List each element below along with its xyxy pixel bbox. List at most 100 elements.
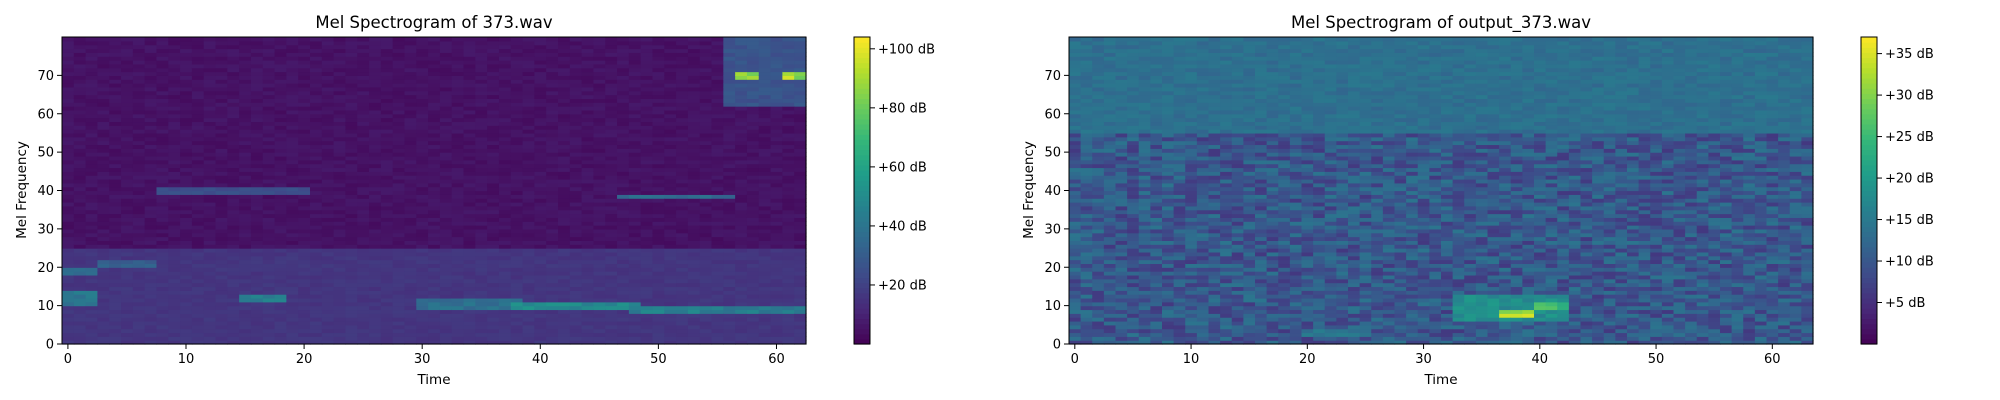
heatmap-cell bbox=[723, 251, 736, 257]
heatmap-cell bbox=[274, 152, 287, 157]
heatmap-cell bbox=[628, 232, 642, 238]
heatmap-cell bbox=[168, 320, 181, 326]
heatmap-cell bbox=[333, 294, 347, 299]
heatmap-cell bbox=[262, 217, 276, 222]
heatmap-cell bbox=[475, 240, 488, 245]
heatmap-cell bbox=[85, 63, 99, 69]
heatmap-cell bbox=[321, 121, 335, 126]
heatmap-cell bbox=[522, 171, 535, 176]
heatmap-cell bbox=[262, 290, 276, 295]
heatmap-cell bbox=[286, 278, 299, 284]
heatmap-cell bbox=[640, 83, 654, 88]
heatmap-cell bbox=[687, 83, 701, 88]
heatmap-cell bbox=[321, 40, 335, 46]
heatmap-cell bbox=[534, 232, 547, 238]
heatmap-cell bbox=[132, 121, 146, 126]
heatmap-cell bbox=[215, 71, 228, 76]
heatmap-cell bbox=[310, 190, 323, 195]
heatmap-cell bbox=[617, 232, 630, 238]
heatmap-cell bbox=[628, 155, 642, 161]
heatmap-cell bbox=[746, 209, 760, 215]
heatmap-cell bbox=[109, 305, 122, 311]
heatmap-cell bbox=[664, 332, 677, 337]
heatmap-cell bbox=[321, 106, 335, 111]
heatmap-cell bbox=[97, 263, 110, 268]
heatmap-cell bbox=[345, 163, 358, 169]
heatmap-cell bbox=[274, 228, 287, 234]
heatmap-cell bbox=[109, 60, 122, 65]
heatmap-cell bbox=[286, 271, 299, 276]
heatmap-cell bbox=[298, 236, 311, 241]
heatmap-cell bbox=[439, 175, 453, 180]
heatmap-cell bbox=[215, 194, 228, 199]
heatmap-cell bbox=[310, 271, 323, 276]
heatmap-cell bbox=[605, 113, 618, 119]
heatmap-cell bbox=[463, 240, 476, 245]
heatmap-cell bbox=[569, 340, 583, 345]
heatmap-cell bbox=[782, 60, 795, 65]
heatmap-cell bbox=[298, 328, 311, 334]
heatmap-cell bbox=[569, 56, 583, 61]
heatmap-cell bbox=[687, 106, 701, 111]
heatmap-cell bbox=[652, 144, 665, 149]
heatmap-cell bbox=[250, 340, 264, 345]
heatmap-cell bbox=[85, 67, 99, 73]
heatmap-cell bbox=[380, 221, 394, 226]
heatmap-cell bbox=[735, 83, 748, 88]
heatmap-cell bbox=[180, 221, 193, 226]
heatmap-cell bbox=[333, 301, 347, 307]
heatmap-cell bbox=[463, 40, 476, 46]
heatmap-cell bbox=[416, 294, 429, 299]
heatmap-cell bbox=[640, 155, 654, 161]
heatmap-cell bbox=[534, 155, 547, 161]
heatmap-cell bbox=[132, 167, 146, 172]
heatmap-cell bbox=[498, 129, 512, 134]
heatmap-cell bbox=[250, 244, 264, 249]
heatmap-cell bbox=[144, 255, 158, 261]
heatmap-cell bbox=[569, 294, 583, 299]
heatmap-cell bbox=[380, 251, 394, 257]
heatmap-cell bbox=[569, 202, 583, 207]
heatmap-cell bbox=[262, 79, 276, 84]
heatmap-cell bbox=[321, 221, 335, 226]
heatmap-cell bbox=[664, 248, 677, 253]
heatmap-cell bbox=[156, 309, 169, 314]
heatmap-cell bbox=[428, 255, 441, 261]
heatmap-cell bbox=[298, 75, 311, 80]
heatmap-cell bbox=[345, 190, 358, 195]
heatmap-cell bbox=[428, 217, 441, 222]
heatmap-cell bbox=[274, 83, 287, 88]
heatmap-cell bbox=[321, 213, 335, 218]
heatmap-cell bbox=[652, 198, 665, 203]
heatmap-cell bbox=[121, 271, 134, 276]
heatmap-cell bbox=[676, 263, 689, 268]
heatmap-cell bbox=[676, 163, 689, 169]
heatmap-cell bbox=[274, 267, 287, 272]
heatmap-cell bbox=[498, 171, 512, 176]
heatmap-cell bbox=[144, 324, 158, 330]
heatmap-cell bbox=[109, 317, 122, 322]
heatmap-cell bbox=[439, 117, 453, 123]
heatmap-cell bbox=[605, 71, 618, 76]
heatmap-cell bbox=[380, 194, 394, 199]
heatmap-cell bbox=[546, 320, 559, 326]
heatmap-cell bbox=[286, 159, 299, 165]
heatmap-cell bbox=[144, 278, 158, 284]
heatmap-cell bbox=[451, 117, 465, 123]
heatmap-cell bbox=[132, 313, 146, 318]
heatmap-cell bbox=[617, 152, 630, 157]
heatmap-cell bbox=[380, 125, 394, 130]
heatmap-cell bbox=[239, 63, 252, 69]
heatmap-cell bbox=[286, 178, 299, 184]
heatmap-cell bbox=[85, 255, 99, 261]
heatmap-cell bbox=[345, 240, 358, 245]
heatmap-cell bbox=[652, 244, 665, 249]
heatmap-cell bbox=[699, 86, 713, 92]
heatmap-cell bbox=[203, 44, 217, 50]
heatmap-cell bbox=[392, 194, 406, 199]
heatmap-cell bbox=[617, 148, 630, 153]
heatmap-cell bbox=[723, 317, 736, 322]
heatmap-cell bbox=[156, 190, 169, 195]
heatmap-cell bbox=[180, 278, 193, 284]
heatmap-cell bbox=[451, 152, 465, 157]
